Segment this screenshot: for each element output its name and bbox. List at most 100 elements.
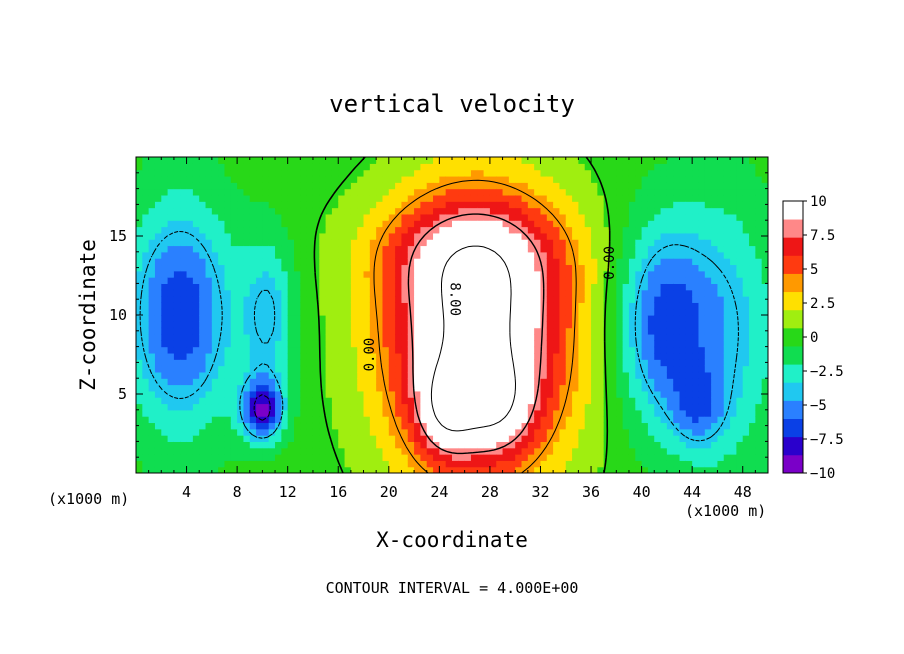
heatmap-cell — [414, 378, 421, 386]
heatmap-cell — [319, 157, 327, 164]
heatmap-cell — [572, 460, 579, 468]
heatmap-cell — [660, 359, 668, 367]
heatmap-cell — [761, 283, 768, 291]
heatmap-cell — [199, 460, 207, 468]
heatmap-cell — [502, 226, 510, 234]
heatmap-cell — [508, 435, 516, 442]
heatmap-cell — [407, 359, 415, 367]
heatmap-cell — [616, 441, 624, 449]
heatmap-cell — [382, 460, 390, 468]
heatmap-cell — [761, 226, 768, 234]
heatmap-cell — [388, 239, 396, 247]
heatmap-cell — [407, 454, 415, 461]
heatmap-cell — [515, 277, 523, 284]
heatmap-cell — [167, 194, 175, 202]
heatmap-cell — [622, 365, 630, 373]
heatmap-cell — [515, 327, 523, 335]
heatmap-cell — [679, 378, 687, 386]
heatmap-cell — [521, 397, 529, 405]
heatmap-cell — [154, 213, 162, 221]
heatmap-cell — [294, 182, 301, 190]
heatmap-cell — [192, 213, 200, 221]
heatmap-cell — [331, 397, 339, 405]
heatmap-cell — [414, 403, 421, 411]
heatmap-cell — [483, 397, 491, 405]
heatmap-cell — [357, 466, 365, 473]
heatmap-cell — [692, 296, 700, 303]
heatmap-cell — [344, 232, 352, 240]
heatmap-cell — [761, 194, 768, 202]
heatmap-cell — [464, 239, 472, 247]
heatmap-cell — [496, 460, 504, 468]
heatmap-cell — [186, 157, 194, 164]
heatmap-cell — [439, 289, 447, 297]
heatmap-cell — [439, 359, 447, 367]
heatmap-cell — [483, 308, 491, 316]
heatmap-cell — [407, 352, 415, 360]
heatmap-cell — [470, 175, 478, 183]
heatmap-cell — [237, 384, 245, 392]
heatmap-cell — [540, 232, 548, 240]
heatmap-cell — [281, 277, 289, 284]
heatmap-cell — [256, 327, 263, 335]
heatmap-cell — [647, 454, 655, 461]
heatmap-cell — [591, 232, 598, 240]
heatmap-cell — [376, 213, 384, 221]
heatmap-cell — [268, 220, 276, 228]
heatmap-cell — [685, 175, 693, 183]
heatmap-cell — [350, 447, 358, 455]
heatmap-cell — [521, 365, 529, 373]
heatmap-cell — [616, 220, 624, 228]
heatmap-cell — [294, 403, 301, 411]
heatmap-cell — [331, 422, 339, 430]
heatmap-cell — [325, 378, 333, 386]
heatmap-cell — [597, 157, 605, 164]
heatmap-cell — [685, 378, 693, 386]
heatmap-cell — [382, 346, 390, 354]
heatmap-cell — [641, 428, 649, 436]
heatmap-cell — [546, 428, 554, 436]
heatmap-cell — [376, 277, 384, 284]
heatmap-cell — [660, 182, 668, 190]
heatmap-cell — [464, 340, 472, 348]
heatmap-cell — [597, 308, 605, 316]
heatmap-cell — [698, 213, 706, 221]
heatmap-cell — [312, 390, 320, 398]
heatmap-cell — [180, 182, 188, 190]
heatmap-cell — [527, 460, 535, 468]
heatmap-cell — [167, 340, 175, 348]
heatmap-cell — [730, 321, 737, 329]
heatmap-cell — [294, 428, 301, 436]
heatmap-cell — [300, 346, 308, 354]
heatmap-cell — [192, 264, 200, 272]
heatmap-cell — [331, 428, 339, 436]
heatmap-cell — [641, 258, 649, 266]
heatmap-cell — [470, 378, 478, 386]
heatmap-cell — [344, 346, 352, 354]
heatmap-cell — [167, 296, 175, 303]
heatmap-cell — [325, 441, 333, 449]
heatmap-cell — [742, 447, 750, 455]
heatmap-cell — [761, 365, 768, 373]
heatmap-cell — [660, 466, 668, 473]
heatmap-cell — [275, 302, 282, 310]
heatmap-cell — [420, 220, 428, 228]
heatmap-cell — [300, 321, 308, 329]
heatmap-cell — [489, 213, 497, 221]
heatmap-cell — [243, 239, 251, 247]
heatmap-cell — [401, 207, 409, 215]
heatmap-cell — [464, 283, 472, 291]
heatmap-cell — [483, 378, 491, 386]
heatmap-cell — [312, 169, 320, 177]
heatmap-cell — [755, 277, 763, 284]
heatmap-cell — [249, 447, 257, 455]
heatmap-cell — [249, 441, 257, 449]
heatmap-cell — [369, 435, 377, 442]
heatmap-cell — [312, 371, 320, 379]
heatmap-cell — [186, 163, 194, 171]
heatmap-cell — [502, 359, 510, 367]
heatmap-cell — [426, 182, 434, 190]
heatmap-cell — [578, 441, 586, 449]
heatmap-cell — [527, 378, 535, 386]
heatmap-cell — [268, 258, 276, 266]
